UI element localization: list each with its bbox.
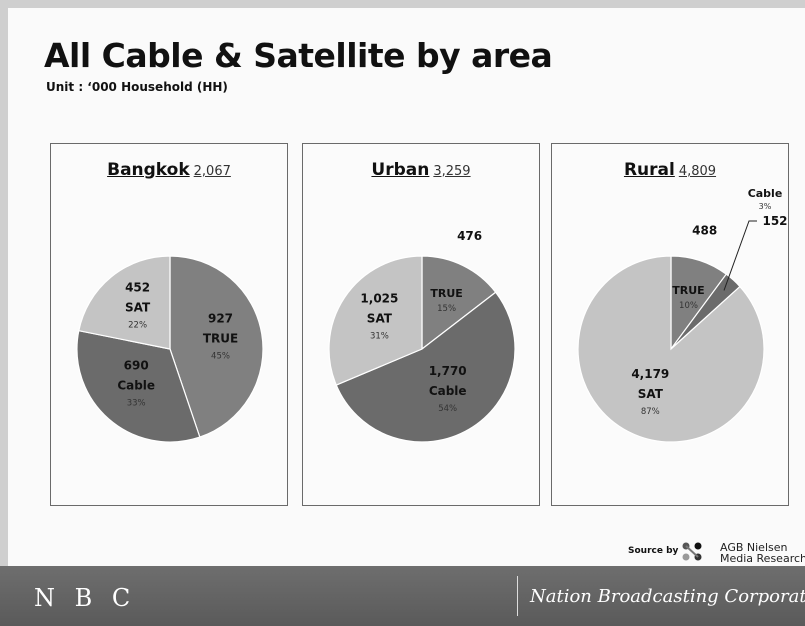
chart-panel-bangkok: Bangkok 2,067 927 TRUE 45% 690 Cable 33% 452 SAT…: [50, 143, 288, 506]
area-name: Bangkok: [107, 160, 190, 180]
chart-title: Rural 4,809: [552, 160, 788, 180]
chart-title: Urban 3,259: [303, 160, 539, 180]
slice-percent-label: 10%: [679, 301, 698, 311]
slice-percent-label: 87%: [641, 407, 660, 417]
footer-divider: [517, 576, 518, 616]
slice-category-label: SAT: [367, 312, 393, 326]
leader-line: [723, 220, 757, 291]
slice-percent-label: 33%: [127, 398, 146, 408]
agb-nielsen-logo-icon: [682, 542, 702, 561]
slice-value-label: 1,025: [360, 292, 398, 306]
pie-chart: 927 TRUE 45% 690 Cable 33% 452 SAT 22%: [76, 255, 264, 443]
pie-slice-sat: [328, 255, 423, 386]
slice-value-label: 452: [125, 280, 150, 294]
pie-slice-sat: [78, 255, 171, 350]
slice-category-label: Cable: [429, 384, 467, 398]
slice-category-label: SAT: [638, 387, 664, 401]
slice-percent-label: 31%: [370, 332, 389, 342]
unit-subtitle: Unit : ‘000 Household (HH): [46, 80, 228, 94]
source-by-label: Source by: [628, 546, 679, 556]
pie-chart: TRUE 10% 488 Cable 3% 152 4,179 SAT 87%: [577, 187, 788, 443]
area-name: Urban: [371, 160, 430, 180]
slice-value-label: 152: [762, 214, 787, 228]
source-company-line2: Media Research: [720, 552, 805, 565]
slice-percent-label: 54%: [438, 404, 457, 414]
nbc-logo: N B C: [34, 584, 137, 612]
pie-chart: TRUE 15% 476 1,770 Cable 54% 1,025 SAT 31%: [328, 229, 516, 443]
area-name: Rural: [623, 160, 675, 180]
slice-percent-label: 45%: [211, 352, 230, 362]
source-company: AGB Nielsen Media Research: [720, 542, 805, 564]
source-credit: Source by AGB Nielsen Media Research: [628, 536, 805, 564]
slice-value-label: 690: [124, 358, 149, 372]
corporation-name: Nation Broadcasting Corporation: [530, 586, 805, 607]
chart-title: Bangkok 2,067: [51, 160, 287, 180]
slice-category-label: SAT: [125, 300, 151, 314]
pie-slice-true: [169, 255, 264, 438]
chart-panel-rural: Rural 4,809 TRUE 10% 488 Cable 3% 152 4,179 SAT 8…: [551, 143, 789, 506]
slice-category-label: TRUE: [430, 287, 462, 300]
pie-slice-sat: [577, 255, 765, 443]
slice-percent-label: 3%: [759, 202, 772, 211]
slice-category-label: TRUE: [672, 284, 704, 297]
pie-slice-cable: [335, 291, 516, 443]
area-total: 3,259: [433, 164, 471, 179]
chart-panel-urban: Urban 3,259 TRUE 15% 476 1,770 Cable 54% 1,025 S…: [302, 143, 540, 506]
slice-value-label: 476: [457, 229, 482, 243]
source-company-line1: AGB Nielsen: [720, 541, 788, 554]
slide: All Cable & Satellite by area Unit : ‘00…: [8, 8, 805, 566]
slice-value-label: 4,179: [631, 367, 669, 381]
slice-percent-label: 15%: [437, 304, 456, 314]
slice-percent-label: 22%: [128, 320, 147, 330]
slice-category-label: Cable: [748, 187, 783, 200]
slice-value-label: 488: [692, 224, 717, 238]
area-total: 4,809: [678, 164, 717, 179]
area-total: 2,067: [193, 164, 231, 179]
pie-slice-true: [421, 255, 497, 351]
slice-value-label: 927: [208, 312, 233, 326]
slice-category-label: TRUE: [203, 332, 238, 346]
slice-category-label: Cable: [117, 378, 155, 392]
page-title: All Cable & Satellite by area: [44, 36, 553, 75]
pie-slice-cable: [76, 329, 201, 443]
footer-bar: N B C Nation Broadcasting Corporation: [0, 566, 805, 626]
slice-value-label: 1,770: [429, 364, 467, 378]
